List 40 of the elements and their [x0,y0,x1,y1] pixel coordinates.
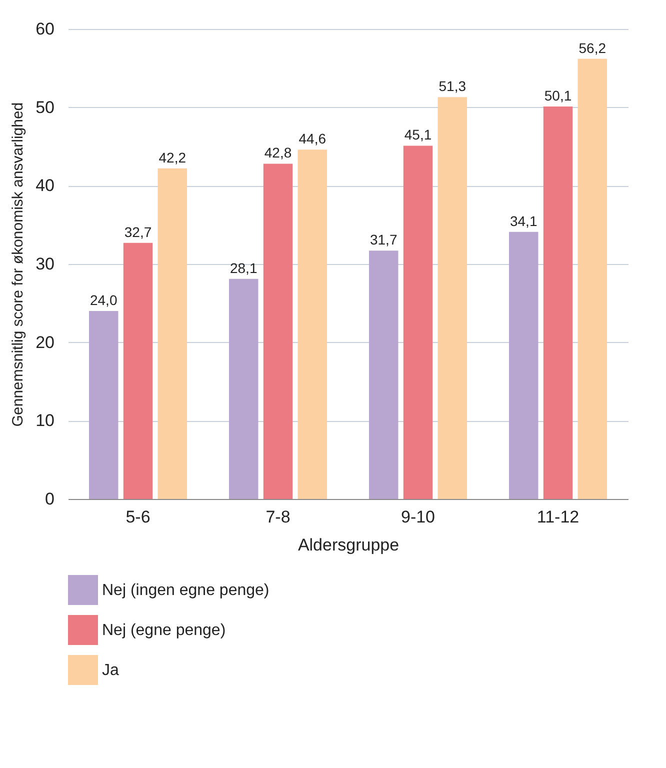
x-axis-title: Aldersgruppe [298,536,400,554]
data-label: 42,8 [264,144,292,161]
y-tick-label: 0 [45,490,54,508]
y-tick-label: 60 [36,20,54,38]
data-label: 44,6 [298,130,326,147]
bar [369,250,398,499]
bar [263,164,293,499]
legend-label: Ja [102,662,119,679]
bar [123,242,153,499]
bar [89,311,118,499]
data-label: 32,7 [124,224,152,240]
data-label: 31,7 [370,232,398,248]
y-tick-label: 50 [36,98,54,117]
y-tick-label: 30 [36,254,54,274]
y-tick-label: 10 [36,411,54,430]
data-label: 24,0 [90,292,118,308]
x-tick-label: 9-10 [400,508,436,526]
x-tick-label: 7-8 [266,508,290,526]
bar [229,278,258,499]
y-tick-label: 40 [36,176,54,196]
bar [578,58,607,499]
x-tick-label: 11-12 [536,508,580,526]
bar [158,168,187,499]
bar [298,150,327,499]
bar [403,146,433,499]
legend-label: Nej (egne penge) [102,622,226,639]
data-label: 45,1 [404,126,432,143]
data-label: 34,1 [510,212,538,229]
legend-label: Nej (ingen egne penge) [102,582,270,599]
data-label: 51,3 [438,78,466,94]
x-tick-label: 5-6 [126,508,150,526]
data-label: 42,2 [158,149,186,166]
data-label: 56,2 [578,40,606,56]
data-label: 50,1 [544,88,572,104]
y-axis-title: Gennemsnitlig score for økonomisk ansvarlighed [10,102,27,427]
bar [509,232,538,499]
data-label: 28,1 [230,260,258,276]
bar [438,97,467,499]
y-tick-label: 20 [36,332,54,352]
bar [543,106,573,499]
